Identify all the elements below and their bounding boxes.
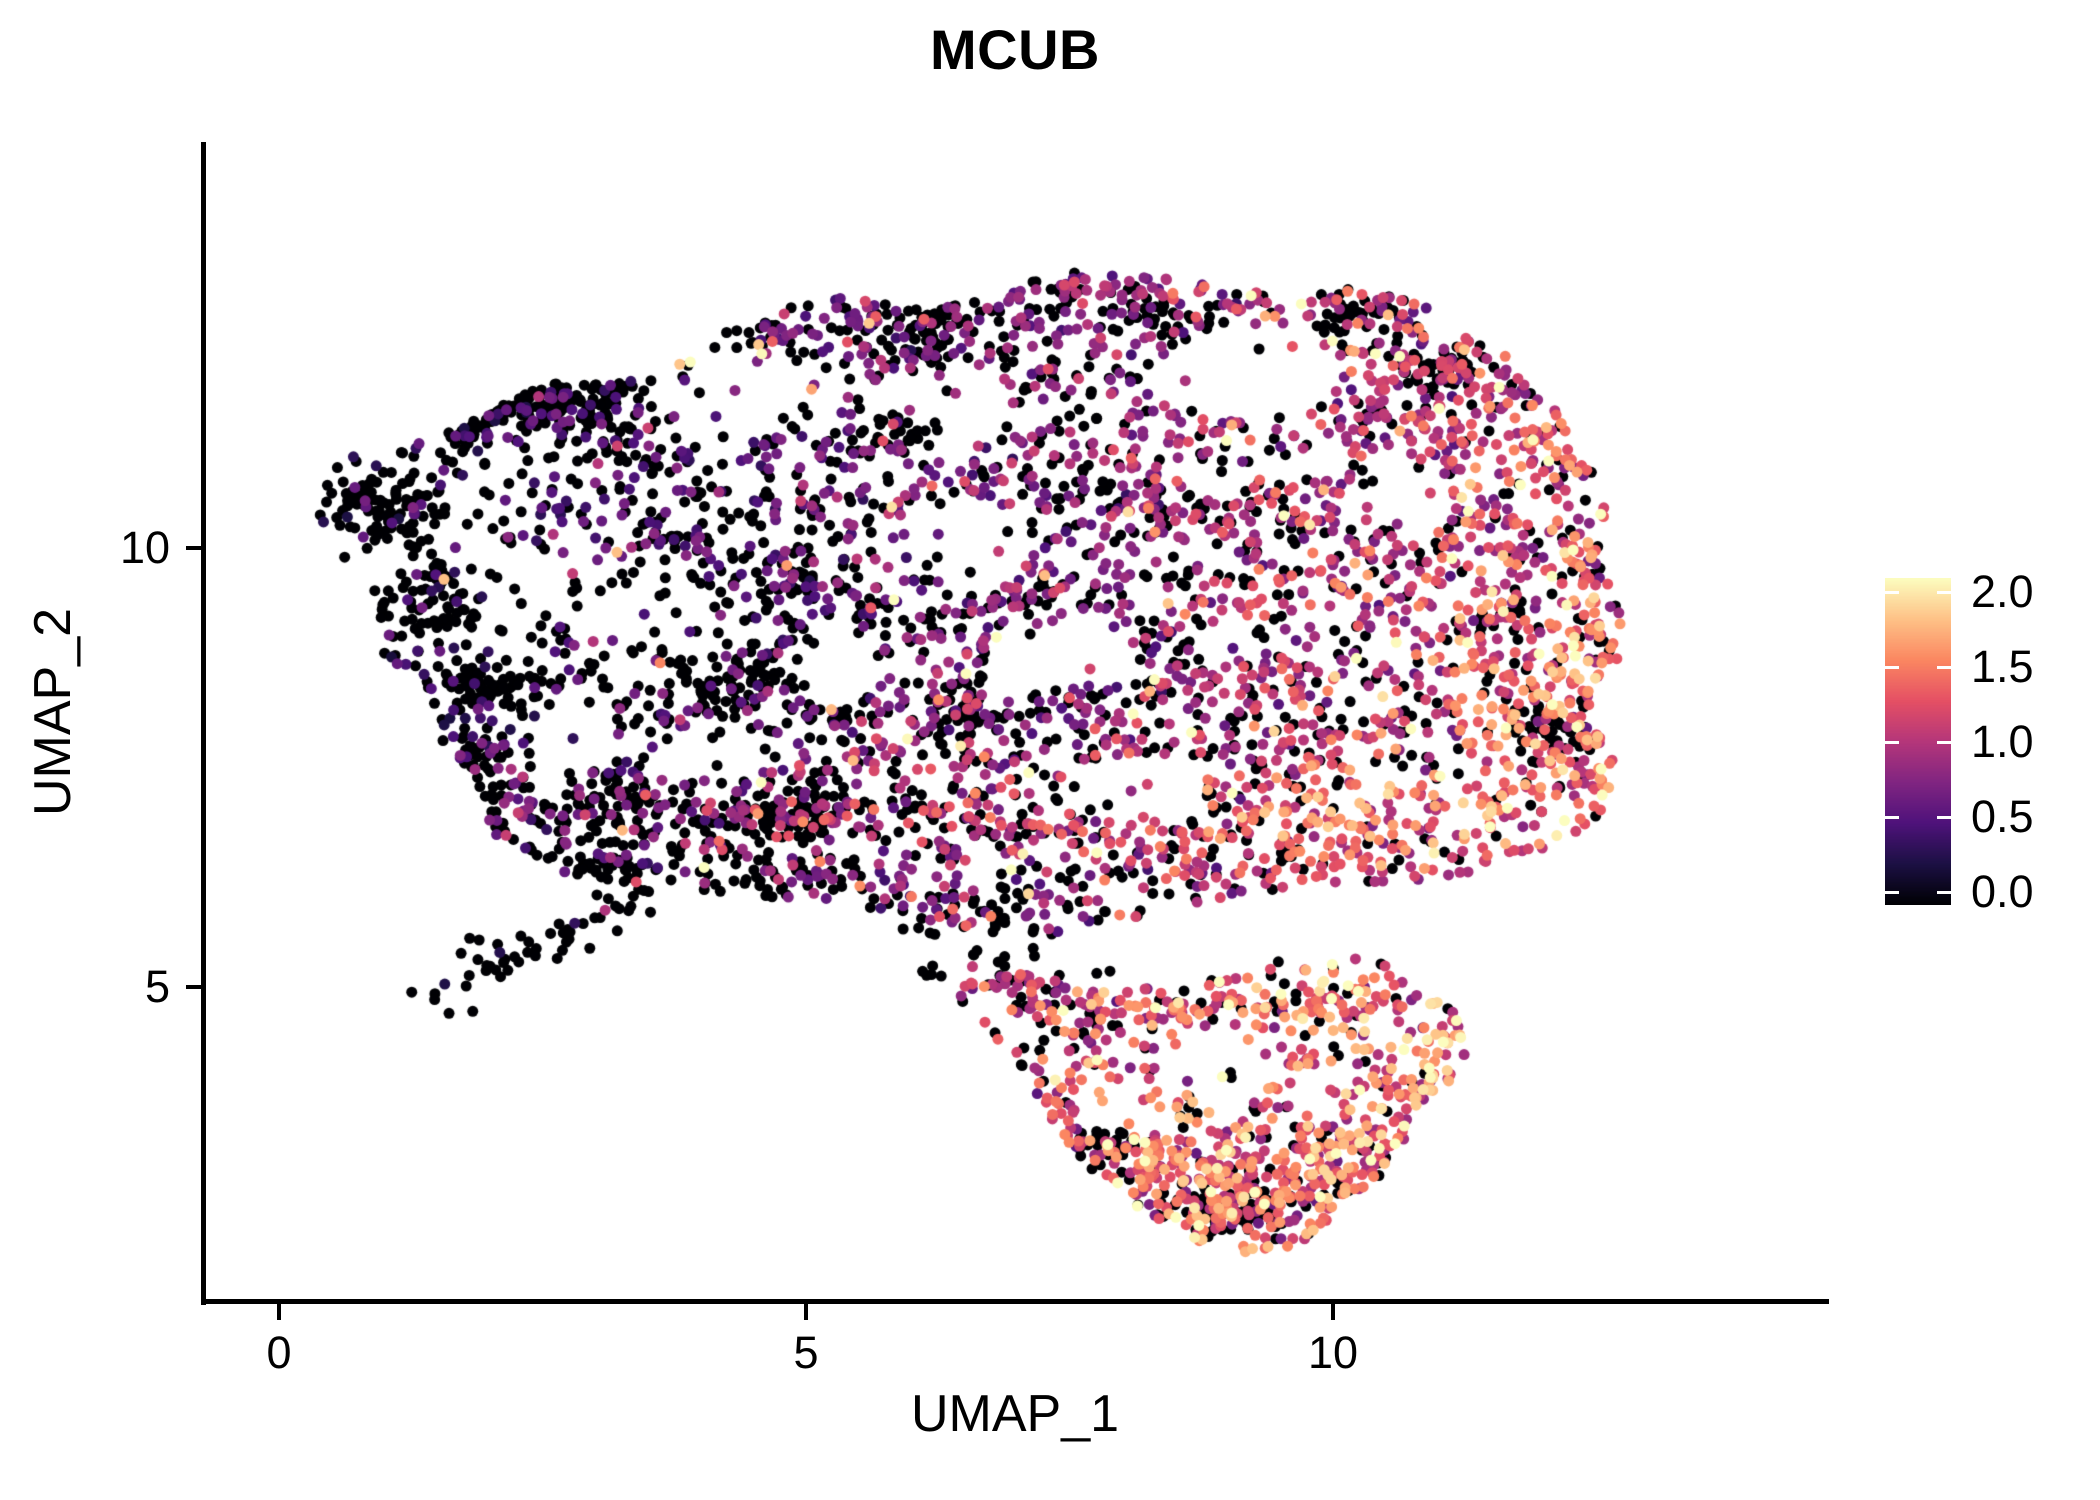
legend-tick-0.0-left [1885,891,1899,894]
x-axis-line [201,1299,1829,1304]
legend-tick-1.0-right [1937,741,1951,744]
x-tick-label-5: 5 [793,1327,819,1378]
legend-tick-1.5-right [1937,666,1951,669]
legend-tick-0.0-right [1937,891,1951,894]
legend-tick-2.0-left [1885,591,1899,594]
x-tick-label-0: 0 [266,1327,292,1378]
legend-tick-0.5-left [1885,816,1899,819]
legend-tick-2.0-right [1937,591,1951,594]
legend-label-0.5: 0.5 [1971,791,2034,842]
x-tick-mark-5 [804,1304,808,1320]
legend-label-2.0: 2.0 [1971,566,2034,617]
legend-tick-1.5-left [1885,666,1899,669]
x-tick-mark-0 [277,1304,281,1320]
y-tick-mark-10 [186,546,202,550]
legend-label-1.0: 1.0 [1971,716,2034,767]
legend-tick-1.0-left [1885,741,1899,744]
y-tick-mark-5 [186,985,202,989]
y-tick-label-5: 5 [144,961,170,1012]
legend-label-1.5: 1.5 [1971,641,2034,692]
x-tick-mark-10 [1331,1304,1335,1320]
color-legend: 2.0 1.5 1.0 0.5 0.0 [1885,569,2085,914]
y-axis-title: UMAP_2 [24,607,82,817]
plot-panel [205,142,1829,1302]
y-axis-line [201,142,206,1305]
x-tick-label-10: 10 [1307,1327,1359,1378]
legend-label-0.0: 0.0 [1971,866,2034,917]
page-title: MCUB [930,18,1100,81]
scatter-points-canvas [205,142,1829,1302]
x-axis-title: UMAP_1 [910,1385,1120,1443]
legend-tick-0.5-right [1937,816,1951,819]
y-tick-label-10: 10 [119,522,170,573]
